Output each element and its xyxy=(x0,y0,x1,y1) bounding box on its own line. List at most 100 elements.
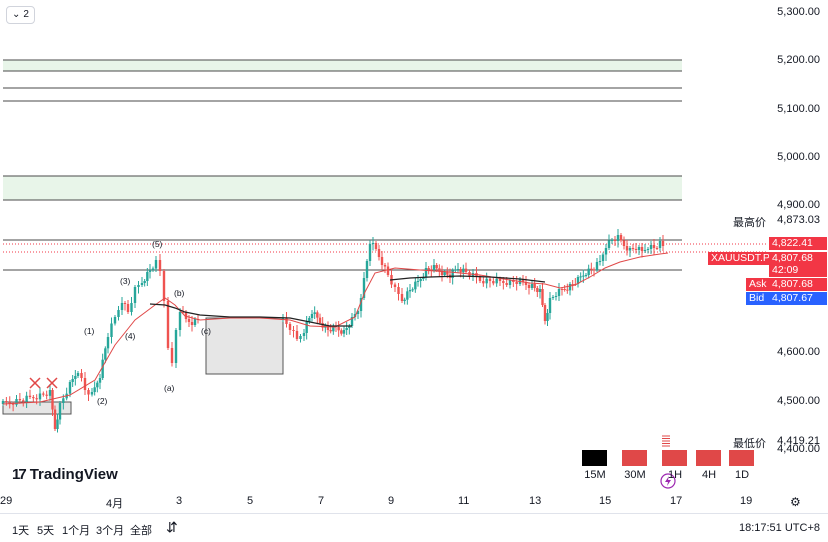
candle-body xyxy=(604,248,608,255)
candle-body xyxy=(590,268,593,270)
bar-countdown-tag: 42:09 xyxy=(769,264,827,277)
candle-body xyxy=(380,257,384,265)
low-price-value: 4,419.21 xyxy=(777,435,820,447)
candle-body xyxy=(432,265,436,271)
candle-body xyxy=(288,324,292,330)
candle-body xyxy=(313,312,316,314)
candle-body xyxy=(32,397,35,399)
timeframe-label-4h: 4H xyxy=(701,469,717,481)
candle-body xyxy=(96,382,99,388)
candle-body xyxy=(403,299,406,301)
indicator-toggle-button[interactable]: ⌄ 2 xyxy=(6,6,35,24)
candle-body xyxy=(374,243,378,249)
candle-body xyxy=(419,279,422,281)
tradingview-logo[interactable]: 17 TradingView xyxy=(12,466,118,483)
wave-label-c: (c) xyxy=(201,326,211,336)
range-button-3m[interactable]: 3个月 xyxy=(96,525,125,537)
candle-body xyxy=(295,331,299,339)
moving-average-red xyxy=(2,252,669,405)
price-axis-label: 5,300.00 xyxy=(777,6,820,18)
candle-body xyxy=(318,317,322,323)
price-axis-label: 5,100.00 xyxy=(777,103,820,115)
lightning-icon[interactable] xyxy=(660,473,676,489)
range-button-1d[interactable]: 1天 xyxy=(12,525,30,537)
candle-body xyxy=(566,289,569,291)
candle-body xyxy=(424,268,428,277)
candle-body xyxy=(637,247,641,250)
candle-body xyxy=(76,373,80,376)
price-axis-label: 5,200.00 xyxy=(777,54,820,66)
candle-body xyxy=(643,250,647,251)
candle-body xyxy=(533,284,536,288)
time-axis-label: 9 xyxy=(388,495,395,507)
candle-body xyxy=(430,269,433,271)
range-button-all[interactable]: 全部 xyxy=(130,525,152,537)
candle-body xyxy=(386,266,390,275)
candle-body xyxy=(1,401,5,404)
candle-body xyxy=(137,285,140,287)
time-axis-label: 7 xyxy=(318,495,325,507)
candle-body xyxy=(408,290,412,292)
candle-body xyxy=(521,279,525,282)
timeframe-box-15m xyxy=(582,450,607,466)
candle-body xyxy=(414,281,417,290)
candle-body xyxy=(505,283,508,285)
candle-body xyxy=(371,243,375,244)
price-axis-label: 4,500.00 xyxy=(777,395,820,407)
candle-body xyxy=(446,271,449,275)
candle-body xyxy=(281,318,285,320)
candle-body xyxy=(622,240,626,246)
candle-body xyxy=(51,390,54,410)
candle-body xyxy=(543,305,547,321)
candle-body xyxy=(11,403,15,405)
candle-body xyxy=(538,289,542,292)
candle-body xyxy=(187,319,191,322)
candle-body xyxy=(80,373,83,378)
candle-body xyxy=(174,330,178,363)
time-axis-label: 4月 xyxy=(106,498,124,510)
candle-body xyxy=(106,337,110,349)
clock-readout: 18:17:51 UTC+8 xyxy=(738,522,820,534)
candle-body xyxy=(524,282,528,285)
chevron-down-icon: ⌄ xyxy=(12,9,21,20)
candle-body xyxy=(454,269,457,271)
timeframe-label-1h: 1H xyxy=(667,469,683,481)
candle-body xyxy=(130,303,133,312)
candle-body xyxy=(348,326,351,328)
candle-body xyxy=(166,301,170,348)
candle-body xyxy=(193,319,197,325)
price-axis-label: 5,000.00 xyxy=(777,151,820,163)
goto-date-icon[interactable]: ⇵ xyxy=(166,519,178,535)
candle-body xyxy=(422,277,425,279)
candle-body xyxy=(123,303,127,304)
candle-body xyxy=(462,268,465,273)
settings-gear-icon[interactable]: ⚙ xyxy=(790,495,801,509)
indicator-count: 2 xyxy=(23,9,29,20)
candle-body xyxy=(440,271,444,275)
price-axis-label: 4,900.00 xyxy=(777,199,820,211)
range-button-1m[interactable]: 1个月 xyxy=(62,525,91,537)
time-axis-label: 13 xyxy=(529,495,542,507)
candle-body xyxy=(406,291,409,300)
candle-body xyxy=(101,359,104,378)
candle-body xyxy=(326,325,330,330)
range-button-5d[interactable]: 5天 xyxy=(37,525,55,537)
candle-body xyxy=(368,244,372,261)
last-price-tag: 4,822.41 xyxy=(769,237,827,250)
candle-body xyxy=(342,330,346,334)
candle-body xyxy=(110,323,113,337)
candle-body xyxy=(610,240,614,241)
candle-body xyxy=(170,348,174,363)
candle-body xyxy=(38,393,42,400)
candle-body xyxy=(154,260,158,269)
time-axis-label: 29 xyxy=(0,495,13,507)
candle-body xyxy=(427,268,430,270)
candle-body xyxy=(45,394,48,396)
timeframe-box-4h xyxy=(696,450,721,466)
candle-body xyxy=(18,399,22,401)
candle-body xyxy=(508,280,512,285)
candle-body xyxy=(15,399,18,405)
candle-body xyxy=(652,245,656,248)
candle-body xyxy=(640,247,644,251)
